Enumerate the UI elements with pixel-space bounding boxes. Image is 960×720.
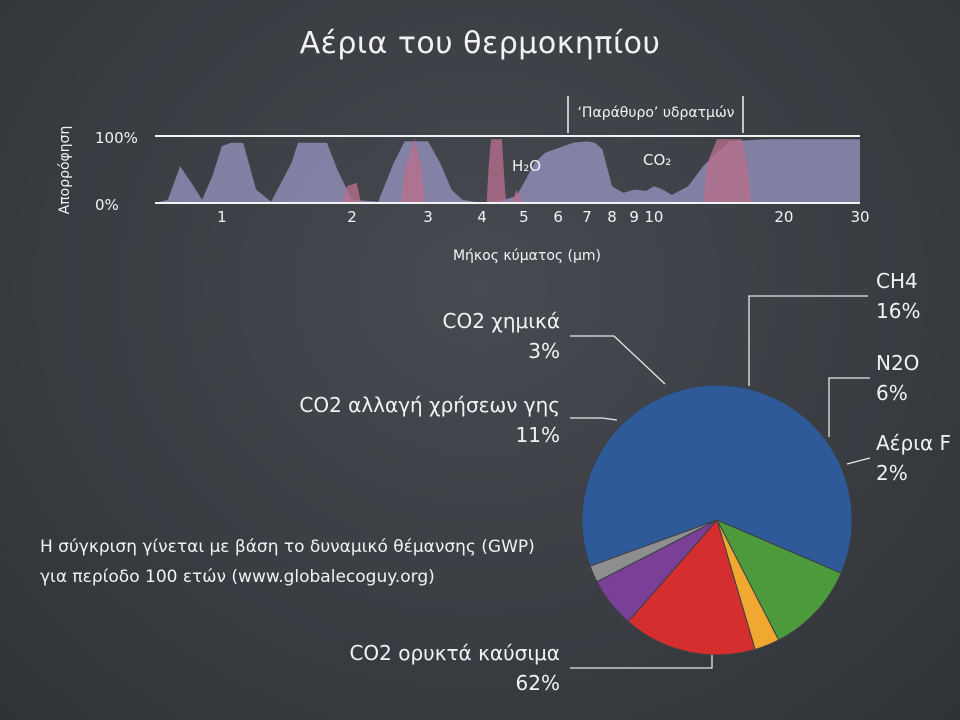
leader-co2-land-use <box>570 417 618 421</box>
label-ch4-pct: 16% <box>876 299 921 323</box>
y-axis-label: Απορρόφηση <box>57 126 73 215</box>
leader-n2o <box>828 377 870 437</box>
label-f-gases: Αέρια F 2% <box>876 428 951 488</box>
annotation-h2o: H₂O <box>512 157 541 175</box>
absorption-chart: 100% 0% Απορρόφηση 1 2 3 4 5 6 7 8 9 10 20 30 Μήκος… <box>57 96 870 264</box>
leader-co2-fossil <box>570 655 713 669</box>
label-co2-chemicals: CO2 χημικά 3% <box>443 306 560 366</box>
absorption-series-h2o <box>155 139 860 203</box>
label-co2-land-use-name: CO2 αλλαγή χρήσεων γης <box>299 393 560 417</box>
x-tick-label: 10 <box>644 208 663 226</box>
x-tick-label: 6 <box>553 208 563 226</box>
y-tick-100: 100% <box>95 129 138 147</box>
leader-lines <box>570 295 871 669</box>
label-n2o: N2O 6% <box>876 348 919 408</box>
leader-f-gases <box>846 457 871 465</box>
leader-co2-chemicals <box>570 335 666 385</box>
label-co2-land-use-pct: 11% <box>515 423 560 447</box>
pie-slice-1 <box>581 384 853 574</box>
absorption-series-co2 <box>342 139 752 203</box>
x-tick-label: 9 <box>629 208 639 226</box>
x-axis-label: Μήκος κύματος (μm) <box>453 248 601 264</box>
x-tick-label: 7 <box>582 208 592 226</box>
y-tick-0: 0% <box>95 196 119 214</box>
label-n2o-name: N2O <box>876 351 920 375</box>
label-co2-chemicals-pct: 3% <box>528 339 560 363</box>
gwp-note-line-2: για περίοδο 100 ετών (www.globalecoguy.o… <box>40 567 435 587</box>
x-tick-label: 20 <box>774 208 793 226</box>
leader-ch4 <box>748 295 868 386</box>
pie-slice-2 <box>715 518 842 641</box>
window-label: ‘Παράθυρο’ υδρατμών <box>577 105 734 121</box>
x-tick-label: 3 <box>423 208 433 226</box>
label-ch4: CH4 16% <box>876 266 920 326</box>
pie-slice-4 <box>627 518 756 656</box>
x-tick-label: 8 <box>607 208 617 226</box>
x-tick-label: 5 <box>519 208 529 226</box>
label-co2-fossil-pct: 62% <box>515 671 560 695</box>
label-co2-fossil: CO2 ορυκτά καύσιμα 62% <box>349 638 560 698</box>
label-n2o-pct: 6% <box>876 381 908 405</box>
label-f-gases-name: Αέρια F <box>876 431 951 455</box>
x-tick-label: 4 <box>477 208 487 226</box>
label-co2-fossil-name: CO2 ορυκτά καύσιμα <box>349 641 560 665</box>
label-ch4-name: CH4 <box>876 269 918 293</box>
annotation-co2: CO₂ <box>643 151 671 169</box>
page-title: Αέρια του θερμοκηπίου <box>299 26 661 61</box>
x-tick-label: 1 <box>217 208 227 226</box>
x-tick-label: 30 <box>850 208 869 226</box>
pie-slice-6 <box>589 519 718 583</box>
label-co2-land-use: CO2 αλλαγή χρήσεων γης 11% <box>299 390 560 450</box>
gwp-note-line-1: Η σύγκριση γίνεται με βάση το δυναμικό θ… <box>40 537 535 557</box>
label-f-gases-pct: 2% <box>876 461 908 485</box>
label-co2-chemicals-name: CO2 χημικά <box>442 309 560 333</box>
x-tick-label: 2 <box>347 208 357 226</box>
gwp-note: Η σύγκριση γίνεται με βάση το δυναμικό θ… <box>40 532 535 592</box>
